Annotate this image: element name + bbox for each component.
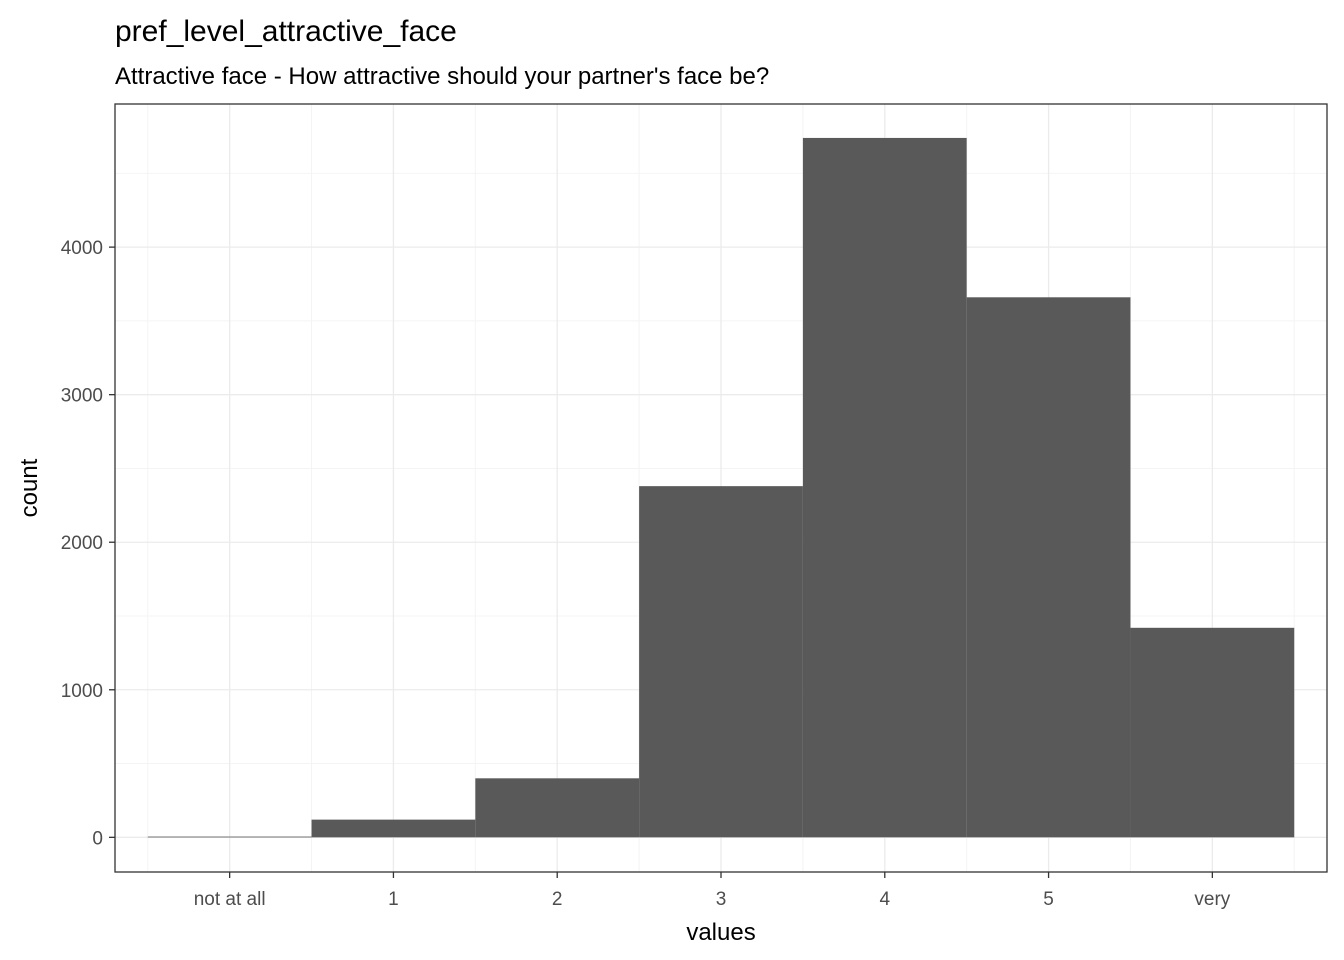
histogram-bar bbox=[147, 836, 312, 838]
x-axis-title: values bbox=[686, 919, 755, 946]
histogram-bar bbox=[1130, 627, 1295, 838]
y-axis: 0 1000 2000 3000 4000 bbox=[61, 238, 115, 849]
histogram-bar bbox=[966, 297, 1131, 838]
x-axis: not at all 1 2 3 4 5 very bbox=[194, 872, 1231, 910]
x-tick-label: 1 bbox=[388, 889, 399, 910]
histogram-bar bbox=[639, 486, 803, 838]
bars bbox=[147, 137, 1295, 838]
histogram-bar bbox=[802, 137, 967, 838]
chart-subtitle: Attractive face - How attractive should … bbox=[115, 63, 769, 90]
y-axis-title: count bbox=[16, 458, 43, 517]
x-tick-label: very bbox=[1194, 889, 1230, 910]
y-tick-label: 0 bbox=[92, 828, 103, 849]
y-tick-label: 2000 bbox=[61, 533, 103, 554]
y-tick-label: 1000 bbox=[61, 681, 103, 702]
histogram-bar bbox=[311, 819, 476, 838]
x-tick-label: 2 bbox=[552, 889, 563, 910]
x-tick-label: not at all bbox=[194, 889, 266, 910]
x-tick-label: 4 bbox=[879, 889, 890, 910]
x-tick-label: 3 bbox=[716, 889, 727, 910]
histogram-bar bbox=[475, 778, 640, 838]
chart-title: pref_level_attractive_face bbox=[115, 15, 457, 48]
y-tick-label: 4000 bbox=[61, 238, 103, 259]
x-tick-label: 5 bbox=[1043, 889, 1054, 910]
y-tick-label: 3000 bbox=[61, 386, 103, 407]
plot-panel bbox=[114, 103, 1328, 873]
